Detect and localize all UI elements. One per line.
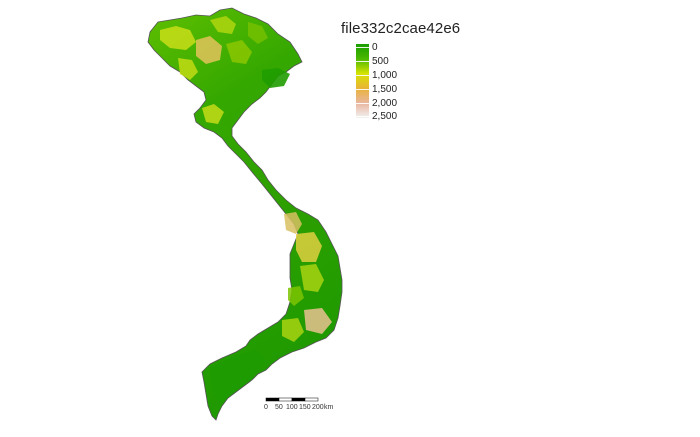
- legend-label: 1,500: [372, 84, 398, 95]
- legend-color-bar: [356, 44, 369, 118]
- central-highland-5: [282, 318, 304, 342]
- legend-tick-2500: [356, 116, 369, 117]
- legend-label: 0: [372, 42, 378, 53]
- scale-segment-3: [291, 397, 306, 402]
- scale-label: 50: [275, 404, 283, 411]
- scale-label: 150: [299, 404, 311, 411]
- scale-label: 100: [286, 404, 298, 411]
- legend-title: file332c2cae42e6: [341, 20, 461, 37]
- legend-label: 2,500: [372, 111, 398, 122]
- highland-north-5: [226, 40, 252, 64]
- scale-segment-2: [278, 397, 293, 402]
- scale-segment-4: [304, 397, 319, 402]
- scale-label: 0: [264, 404, 268, 411]
- mekong-delta: [210, 350, 266, 404]
- scale-segment-1: [265, 397, 280, 402]
- scale-label: 200: [312, 404, 324, 411]
- scale-label: km: [324, 404, 334, 411]
- red-river-delta: [262, 68, 290, 88]
- central-highland-2: [296, 232, 322, 262]
- central-highland-3: [300, 264, 324, 292]
- highland-north-3: [210, 16, 236, 34]
- central-highland-1: [284, 212, 302, 234]
- scale-bar: [265, 397, 319, 402]
- legend-label: 2,000: [372, 98, 398, 109]
- highland-north-4: [178, 58, 198, 80]
- highland-north-6: [202, 104, 224, 124]
- legend-label: 500: [372, 56, 389, 67]
- legend-tick-0: [356, 47, 369, 48]
- legend-tick-1500: [356, 89, 369, 90]
- legend-label: 1,000: [372, 70, 398, 81]
- legend-tick-1000: [356, 75, 369, 76]
- highland-north-7: [248, 22, 268, 44]
- central-highland-6: [288, 286, 304, 306]
- highland-north-1: [160, 26, 196, 50]
- legend-tick-2000: [356, 103, 369, 104]
- highland-north-2: [196, 36, 222, 64]
- legend-tick-500: [356, 61, 369, 62]
- central-highland-4: [304, 308, 332, 334]
